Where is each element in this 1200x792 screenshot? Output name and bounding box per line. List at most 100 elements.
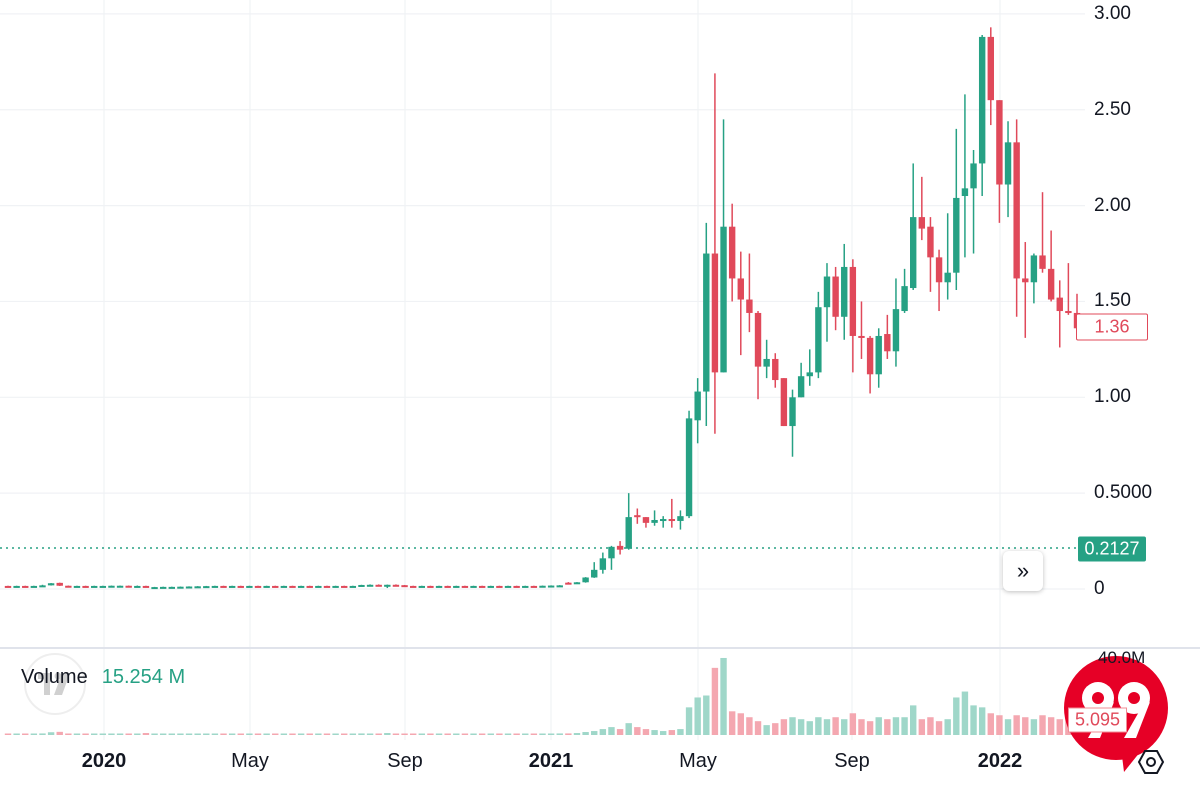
volume-bar — [875, 717, 882, 735]
candle — [737, 251, 744, 356]
candle-body — [358, 584, 365, 587]
candle — [849, 259, 857, 373]
candle-body — [892, 309, 900, 352]
candle-body — [625, 517, 632, 549]
candle-body — [763, 358, 770, 367]
candle-body — [203, 586, 210, 589]
candle-body — [711, 253, 719, 373]
settings-icon[interactable] — [1137, 748, 1165, 776]
candle — [220, 585, 227, 588]
volume-bar — [720, 657, 727, 735]
candle-body — [341, 585, 348, 588]
candle — [763, 339, 770, 379]
candle-body — [746, 299, 753, 313]
candle-body — [142, 585, 150, 588]
candle-body — [616, 545, 624, 550]
candle — [435, 585, 443, 588]
candle-body — [797, 376, 805, 398]
volume-bar — [401, 733, 408, 735]
time-tick-label: Sep — [834, 750, 870, 772]
candle — [125, 585, 132, 588]
candle-body — [987, 36, 994, 101]
candle — [246, 585, 253, 588]
volume-bar — [625, 723, 632, 735]
candle — [608, 545, 615, 570]
volume-bar — [47, 732, 55, 735]
candle — [978, 34, 986, 197]
candle — [866, 335, 874, 394]
candle — [556, 585, 563, 588]
candle — [13, 585, 20, 588]
candle — [823, 263, 831, 342]
candle-body — [30, 585, 38, 588]
volume-bar — [1056, 719, 1063, 735]
candle — [935, 249, 943, 312]
candle — [1022, 242, 1029, 338]
candle — [815, 291, 822, 379]
candle-body — [685, 418, 693, 517]
volume-bar — [220, 733, 227, 735]
candle-body — [772, 358, 779, 381]
tradingview-logo[interactable] — [24, 653, 86, 715]
volume-bar — [522, 733, 529, 735]
volume-bar — [608, 727, 615, 735]
candle — [30, 585, 38, 588]
candle — [1047, 230, 1055, 302]
candle-body — [470, 585, 477, 588]
candle-body — [832, 276, 839, 317]
candle — [134, 585, 141, 588]
candle — [927, 217, 934, 292]
candle-body — [815, 307, 822, 373]
candle — [539, 585, 546, 588]
candle-body — [435, 585, 443, 588]
candle-body — [1030, 255, 1038, 283]
scroll-to-realtime-button[interactable]: » — [1003, 551, 1043, 591]
candle-body — [522, 585, 529, 588]
candle-body — [720, 226, 727, 373]
volume-bar — [168, 733, 175, 735]
candle-body — [944, 272, 951, 283]
candle-body — [996, 100, 1003, 185]
volume-bar — [99, 733, 107, 735]
candle-body — [608, 546, 615, 559]
volume-bar — [504, 733, 512, 735]
volume-bar — [634, 727, 641, 735]
volume-value: 15.254 M — [101, 666, 186, 688]
volume-bar — [754, 721, 762, 735]
candle-body — [961, 188, 969, 197]
candle-body — [82, 585, 89, 588]
candle — [254, 585, 262, 588]
candle-body — [177, 586, 184, 589]
grid — [0, 0, 1085, 740]
candle-body — [272, 585, 279, 588]
volume-bar — [91, 733, 98, 735]
candle-body — [599, 558, 607, 570]
candle-body — [927, 226, 934, 258]
candle-body — [703, 253, 710, 392]
volume-bar — [237, 733, 244, 735]
candle — [841, 243, 848, 340]
candle — [65, 585, 72, 588]
candle — [358, 584, 365, 587]
candle — [677, 510, 684, 530]
volume-bar — [435, 733, 443, 735]
candle-body — [461, 585, 469, 588]
candle-body — [39, 585, 46, 588]
candle — [56, 582, 63, 586]
candle — [478, 585, 486, 588]
candle — [970, 150, 977, 254]
volume-bar — [823, 719, 831, 735]
candle — [341, 585, 348, 588]
candle-body — [1056, 297, 1063, 312]
candle — [659, 516, 667, 528]
candle-body — [323, 585, 331, 588]
volume-bar — [935, 721, 943, 735]
time-tick-label: 2022 — [977, 750, 1023, 772]
candle-body — [349, 585, 357, 588]
candle-body — [780, 378, 788, 427]
volume-bar — [978, 707, 986, 735]
candle — [73, 585, 81, 588]
candle — [668, 498, 676, 528]
candle-body — [280, 585, 288, 588]
